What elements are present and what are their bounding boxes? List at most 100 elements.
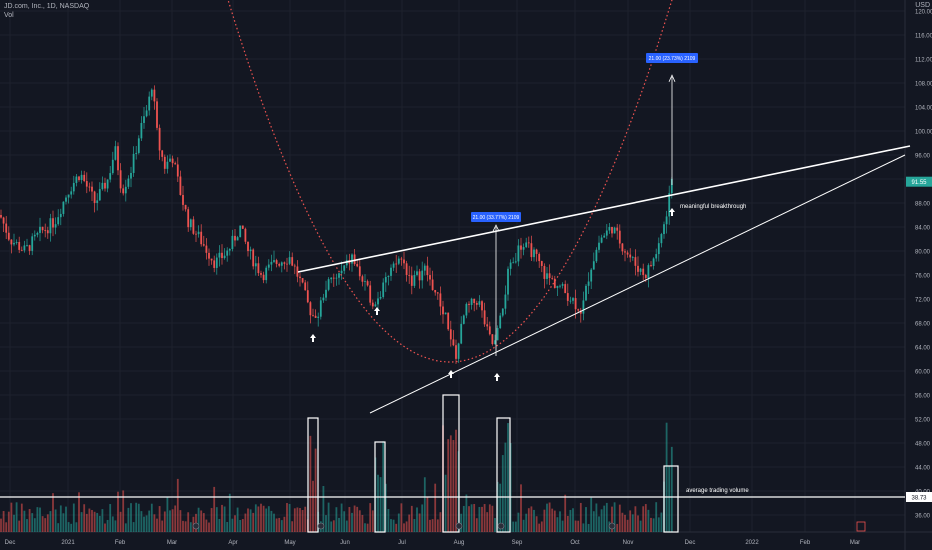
volume-bar <box>114 520 117 532</box>
candle-body <box>322 297 325 301</box>
volume-bar <box>418 513 421 532</box>
volume-bar <box>478 506 481 532</box>
volume-bar <box>327 502 330 532</box>
volume-bar <box>657 517 660 532</box>
volume-bar <box>254 504 257 532</box>
candle-body <box>169 158 171 162</box>
volume-bar <box>530 506 533 532</box>
volume-bar <box>613 502 616 532</box>
candle-body <box>403 259 405 264</box>
candle-body <box>241 225 244 229</box>
candle-body <box>57 217 60 225</box>
price-tick-label: 112.00 <box>915 58 932 64</box>
candle-body <box>652 258 655 266</box>
volume-bar <box>410 505 413 532</box>
candle-body <box>109 173 112 180</box>
candle-body <box>507 268 509 295</box>
candle-body <box>88 186 91 188</box>
candle-body <box>504 294 507 309</box>
x-tick-label: Dec <box>5 540 16 546</box>
candle-body <box>663 224 665 235</box>
volume-bar <box>57 523 60 532</box>
price-tick-label: 48.00 <box>915 442 931 448</box>
volume-bar <box>296 507 299 532</box>
candle-body <box>613 227 616 234</box>
candle-body <box>221 252 223 259</box>
candle-body <box>275 260 278 264</box>
volume-bar <box>496 481 499 532</box>
candle-body <box>483 310 486 325</box>
x-tick-label: Feb <box>800 540 811 546</box>
measure-label: 21.00 (33.77%) 2109 <box>473 215 520 221</box>
volume-bar <box>208 522 210 532</box>
volume-bar <box>67 522 70 532</box>
candle-body <box>535 249 538 254</box>
volume-bar <box>361 514 364 532</box>
volume-bar <box>179 510 182 532</box>
volume-bar <box>566 515 569 532</box>
volume-bar <box>452 440 455 532</box>
volume-bar <box>660 512 663 532</box>
candle-body <box>236 237 239 241</box>
candle-body <box>166 161 169 169</box>
candle-body <box>104 182 106 189</box>
volume-bar <box>330 521 333 532</box>
volume-bar <box>364 523 366 532</box>
x-tick-label: Dec <box>685 540 696 546</box>
candle-body <box>494 340 496 345</box>
candle-body <box>460 323 463 344</box>
candle-body <box>556 285 559 288</box>
volume-bar <box>65 506 67 532</box>
candle-body <box>31 236 34 251</box>
volume-bar <box>288 503 291 532</box>
dividend-marker-icon <box>497 522 505 530</box>
candle-body <box>132 153 135 173</box>
candle-body <box>67 194 70 198</box>
volume-bar <box>228 493 231 532</box>
volume-bar <box>655 502 658 532</box>
x-tick-label: 2022 <box>745 540 759 546</box>
candle-body <box>7 232 10 240</box>
breakthrough-label: meaningful breakthrough <box>680 204 746 210</box>
volume-bar <box>143 516 145 532</box>
target-label: 21.00 (23.73%) 2109 <box>649 56 696 62</box>
volume-bar <box>132 522 135 532</box>
price-tick-label: 76.00 <box>915 274 931 280</box>
candle-body <box>239 225 242 238</box>
volume-bar <box>286 503 288 532</box>
volume-bar <box>249 509 252 532</box>
candle-body <box>283 262 286 264</box>
volume-bar <box>218 518 221 532</box>
candle-body <box>249 249 252 252</box>
volume-bar <box>423 477 426 532</box>
volume-bar <box>200 510 203 532</box>
volume-bar <box>182 520 184 532</box>
volume-bar <box>481 506 483 532</box>
candle-body <box>5 223 8 233</box>
volume-bar <box>590 497 593 532</box>
volume-bar <box>382 441 385 532</box>
candle-body <box>426 265 429 276</box>
price-tick-label: 36.00 <box>915 514 931 520</box>
candle-body <box>618 230 621 244</box>
candle-body <box>647 265 650 279</box>
candle-body <box>353 254 356 265</box>
volume-bar <box>574 520 577 532</box>
candle-body <box>254 263 257 267</box>
volume-bar <box>371 510 374 532</box>
measure-label-box <box>471 212 521 222</box>
candle-body <box>65 197 67 202</box>
volume-bar <box>187 512 190 532</box>
price-tick-label: 88.00 <box>915 202 931 208</box>
volume-bar <box>618 504 621 532</box>
volume-bar <box>267 506 270 532</box>
volume-bar <box>88 508 91 532</box>
candle-body <box>358 266 361 277</box>
volume-bar <box>413 519 416 532</box>
candle-body <box>574 298 577 310</box>
price-tick-label: 120.00 <box>915 10 932 16</box>
candle-body <box>273 260 275 262</box>
candle-body <box>496 328 499 341</box>
volume-bar <box>325 515 327 532</box>
